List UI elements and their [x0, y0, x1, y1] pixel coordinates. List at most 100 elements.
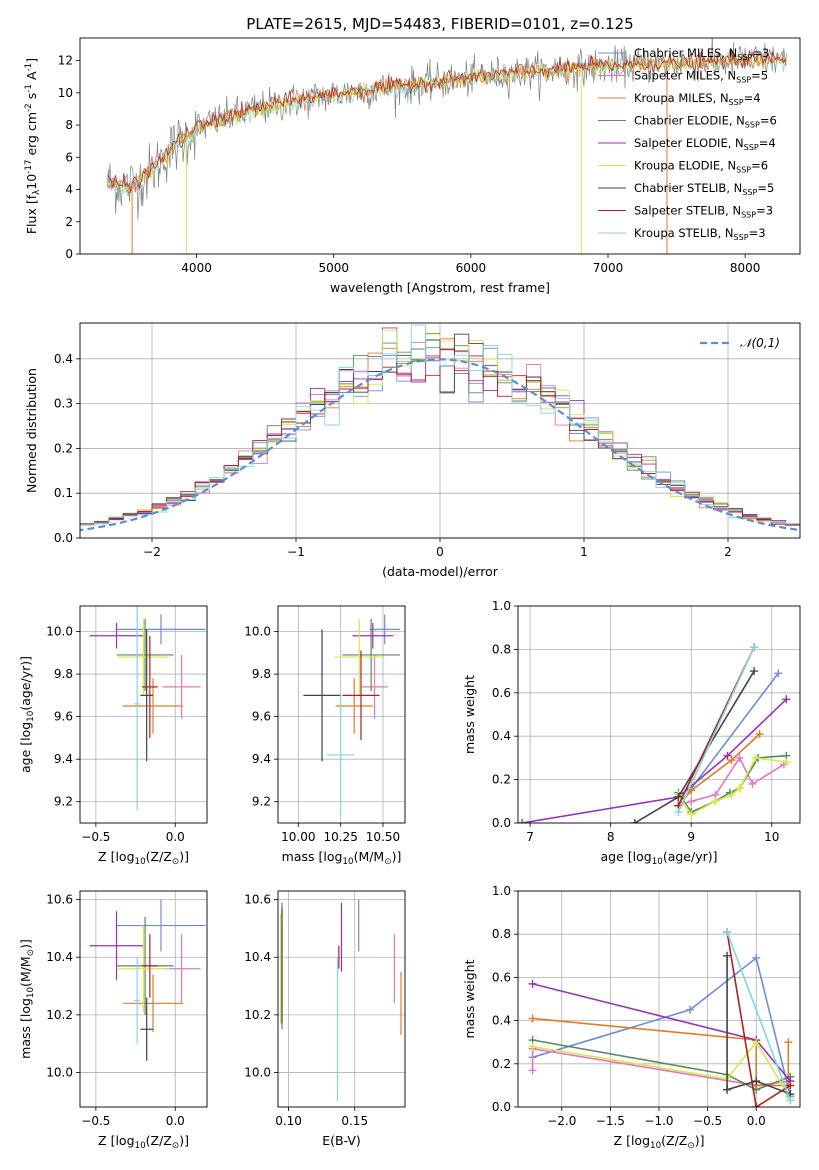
panel-spectrum: 4000 5000 6000 7000 8000 0 2 4 6 8 10 12 wavelength …	[24, 37, 801, 295]
y-tick-label: 12	[58, 54, 73, 68]
y-axis-label-part: Flux [f	[24, 194, 39, 234]
x-axis-label: (data-model)/error	[382, 564, 499, 579]
y-tick-label: 0.8	[492, 927, 511, 941]
y-axis-label-part: mass weight	[462, 675, 477, 754]
legend-label-part: =3	[756, 204, 773, 218]
weight-marker	[723, 1085, 732, 1094]
weight-marker	[687, 797, 696, 806]
x-tick-label: 10	[764, 830, 779, 844]
y-axis-label: mass weight	[462, 959, 477, 1038]
plot-area-age-vs-Z	[89, 606, 206, 811]
legend-label-part: 𝒩(0,1)	[740, 336, 780, 350]
axes-frame	[277, 605, 406, 824]
y-tick-label: 0.3	[54, 397, 73, 411]
x-axis-label-part: 10	[650, 1141, 661, 1151]
x-axis-label-part: (Z/Z	[146, 1133, 172, 1148]
weight-marker	[786, 1081, 795, 1090]
x-axis-label: wavelength [Angstrom, rest frame]	[330, 280, 550, 295]
x-axis-label-part: E(B-V)	[322, 1133, 361, 1148]
plot-area-mass-vs-EBV	[280, 899, 402, 1102]
errorbar-point	[342, 618, 400, 692]
x-axis-label-part: (age/yr)]	[663, 849, 718, 864]
weight-marker	[752, 953, 761, 962]
x-axis-label-part: ⊙	[384, 857, 391, 867]
y-axis-label-part: (age/yr)]	[18, 656, 33, 711]
x-tick-label: 8000	[730, 261, 761, 275]
errorbar-point	[116, 618, 174, 692]
y-tick-label: 0.2	[492, 1057, 511, 1071]
legend-label-part: SSP	[737, 53, 752, 62]
y-axis-label-part: mass weight	[462, 959, 477, 1038]
weight-marker	[784, 1038, 793, 1047]
y-axis-label-part: erg cm	[24, 112, 39, 160]
y-axis-label-part: -1	[24, 63, 34, 72]
y-tick-label: 10.4	[244, 950, 271, 964]
errorbar-point	[140, 629, 154, 762]
weight-marker	[750, 643, 759, 652]
weight-marker	[630, 819, 639, 823]
plots-layer: 4000 5000 6000 7000 8000024681012wavelength …	[18, 37, 801, 1151]
plot-area-residuals	[80, 324, 800, 532]
legend-label-part: =6	[751, 159, 768, 173]
y-tick-label: 8	[65, 118, 73, 132]
legend-label-part: SSP	[742, 188, 757, 197]
x-axis-label-part: Z [log	[98, 849, 134, 864]
legend-label: Chabrier STELIB, NSSP​=5	[634, 181, 774, 197]
errorbar-point	[89, 623, 144, 649]
x-tick-label: −2.0	[547, 1114, 576, 1128]
y-tick-label: 10.0	[244, 625, 271, 639]
legend-label: 𝒩(0,1)	[740, 336, 780, 350]
x-tick-label: 4000	[181, 261, 212, 275]
y-axis-label-part: age [log	[18, 722, 33, 773]
legend-label: Salpeter MILES, NSSP​=5	[634, 69, 768, 85]
errorbar-point	[327, 695, 355, 815]
errorbar-point	[360, 654, 389, 719]
legend-label: Kroupa ELODIE, NSSP​=6	[634, 159, 768, 175]
legend-label-part: =3	[749, 226, 766, 240]
y-tick-label: 10.6	[244, 893, 271, 907]
legend-label-part: =5	[757, 181, 774, 195]
y-tick-label: 2	[65, 215, 73, 229]
x-tick-label: 7000	[593, 261, 624, 275]
y-tick-label: 0.2	[492, 773, 511, 787]
y-tick-label: 0.0	[492, 1100, 511, 1114]
y-tick-label: 9.6	[252, 710, 271, 724]
weight-line	[677, 646, 755, 813]
weight-marker	[528, 1014, 537, 1023]
legend-label-part: Chabrier MILES, N	[634, 46, 737, 60]
weight-marker	[774, 669, 783, 678]
gaussian-curve	[80, 358, 800, 532]
y-tick-label: 4	[65, 183, 73, 197]
x-axis-label-part: )]	[179, 849, 189, 864]
errorbar-point	[118, 618, 169, 696]
spectrum-model-line	[107, 49, 787, 193]
panel-mass-vs-EBV: 0.10 0.15 10.0 10.2 10.4 10.6 E(B-V)	[244, 890, 406, 1148]
y-tick-label: 10.2	[244, 1008, 271, 1022]
y-tick-label: 10.2	[46, 1008, 73, 1022]
legend-label-part: Kroupa ELODIE, N	[634, 159, 736, 173]
y-axis-label: Flux [fλ​10-17​ erg cm-2​ s-1​ A-1​]	[24, 58, 42, 234]
x-tick-label: 10.25	[323, 830, 357, 844]
x-tick-label: 10.50	[366, 830, 400, 844]
y-tick-label: 9.2	[252, 795, 271, 809]
y-tick-label: 9.2	[54, 795, 73, 809]
x-axis-label-part: mass [log	[282, 849, 343, 864]
legend-label: Salpeter STELIB, NSSP​=3	[634, 204, 773, 220]
weight-marker	[750, 667, 759, 676]
y-axis-label-part: A	[24, 71, 39, 84]
legend-label-part: SSP	[736, 75, 751, 84]
y-tick-label: 0.6	[492, 970, 511, 984]
errorbar-point	[122, 974, 184, 1033]
y-axis-label-part: (M/M	[18, 956, 33, 987]
errorbar-point	[133, 606, 141, 811]
x-tick-label: −1	[287, 545, 305, 559]
x-axis-label-part: )]	[695, 1133, 705, 1148]
x-axis-label-part: 10	[135, 1141, 146, 1151]
x-axis-label-part: 10	[652, 857, 663, 867]
y-tick-label: 0.6	[492, 686, 511, 700]
axes-frame	[79, 605, 208, 824]
legend-label-part: =5	[751, 69, 768, 83]
y-axis-label-part: -1	[24, 84, 34, 93]
x-tick-label: 1	[580, 545, 588, 559]
y-tick-label: 10.0	[46, 625, 73, 639]
